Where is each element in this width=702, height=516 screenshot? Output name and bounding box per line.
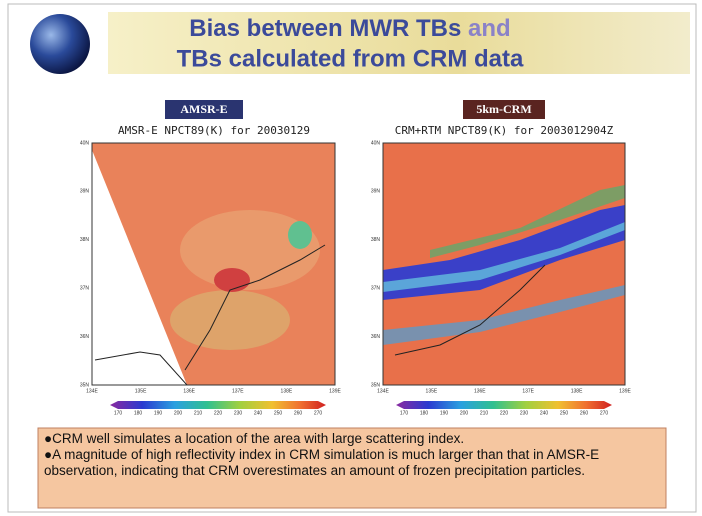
map-y-label: 37N: [371, 286, 381, 292]
title-line: Bias between MWR TBs and: [189, 15, 510, 42]
globe-icon: [30, 14, 90, 74]
colorbar-label: 270: [600, 410, 609, 416]
map-x-label: 136E: [474, 388, 486, 394]
map-y-label: 35N: [80, 382, 90, 388]
colorbar-label: 180: [134, 410, 143, 416]
colorbar-label: 250: [560, 410, 569, 416]
map-left: [91, 142, 336, 386]
colorbar-label: 170: [400, 410, 409, 416]
colorbar-label: 270: [314, 410, 323, 416]
map-x-label: 136E: [183, 388, 195, 394]
notes-box: [37, 427, 667, 509]
bullet-list: ●CRM well simulates a location of the ar…: [44, 431, 662, 479]
title-part: and: [468, 15, 511, 42]
map-x-label: 139E: [619, 388, 631, 394]
map-x-label: 138E: [281, 388, 293, 394]
map-y-label: 36N: [371, 334, 381, 340]
colorbar-label: 240: [540, 410, 549, 416]
map-y-label: 40N: [371, 140, 381, 146]
panel-title: CRM+RTM NPCT89(K) for 2003012904Z: [395, 124, 614, 137]
colorbar-label: 220: [500, 410, 509, 416]
map-y-label: 37N: [80, 286, 90, 292]
colorbar-label: 260: [294, 410, 303, 416]
map-y-label: 38N: [80, 237, 90, 243]
panel-title: AMSR-E NPCT89(K) for 20030129: [118, 124, 310, 137]
colorbar-label: 170: [114, 410, 123, 416]
colorbar-label: 230: [520, 410, 529, 416]
bullet: ●A magnitude of high reflectivity index …: [44, 447, 600, 478]
bullet-text: A magnitude of high reflectivity index i…: [44, 447, 600, 478]
map-y-label: 35N: [371, 382, 381, 388]
map-x-label: 137E: [522, 388, 534, 394]
map-y-label: 39N: [80, 189, 90, 195]
map-y-label: 40N: [80, 140, 90, 146]
panel-label: 5km-CRM: [476, 102, 531, 116]
map-y-label: 39N: [371, 189, 381, 195]
panel-label: AMSR-E: [180, 102, 227, 116]
colorbar-label: 220: [214, 410, 223, 416]
colorbar-label: 180: [420, 410, 429, 416]
colorbar: [396, 401, 612, 409]
panel-label-box: [165, 100, 243, 119]
panel-label-box: [463, 100, 545, 119]
colorbar-label: 250: [274, 410, 283, 416]
map-x-label: 135E: [426, 388, 438, 394]
map-x-label: 135E: [135, 388, 147, 394]
bullet-text: CRM well simulates a location of the are…: [52, 431, 465, 446]
colorbar-label: 210: [194, 410, 203, 416]
slide-border: [7, 3, 697, 513]
colorbar: [110, 401, 326, 409]
map-x-label: 138E: [571, 388, 583, 394]
colorbar-label: 240: [254, 410, 263, 416]
map-right: [382, 142, 626, 386]
map-x-label: 137E: [232, 388, 244, 394]
title-banner: [108, 12, 690, 74]
map-y-label: 38N: [371, 237, 381, 243]
colorbar-label: 260: [580, 410, 589, 416]
title-part: Bias between MWR TBs: [189, 15, 461, 42]
colorbar-label: 190: [154, 410, 163, 416]
map-x-label: 134E: [377, 388, 389, 394]
title-line: TBs calculated from CRM data: [177, 45, 524, 72]
colorbar-label: 200: [460, 410, 469, 416]
map-y-label: 36N: [80, 334, 90, 340]
colorbar-label: 230: [234, 410, 243, 416]
colorbar-label: 200: [174, 410, 183, 416]
colorbar-label: 190: [440, 410, 449, 416]
map-x-label: 134E: [86, 388, 98, 394]
map-x-label: 139E: [329, 388, 341, 394]
bullet: ●CRM well simulates a location of the ar…: [44, 431, 465, 446]
colorbar-label: 210: [480, 410, 489, 416]
